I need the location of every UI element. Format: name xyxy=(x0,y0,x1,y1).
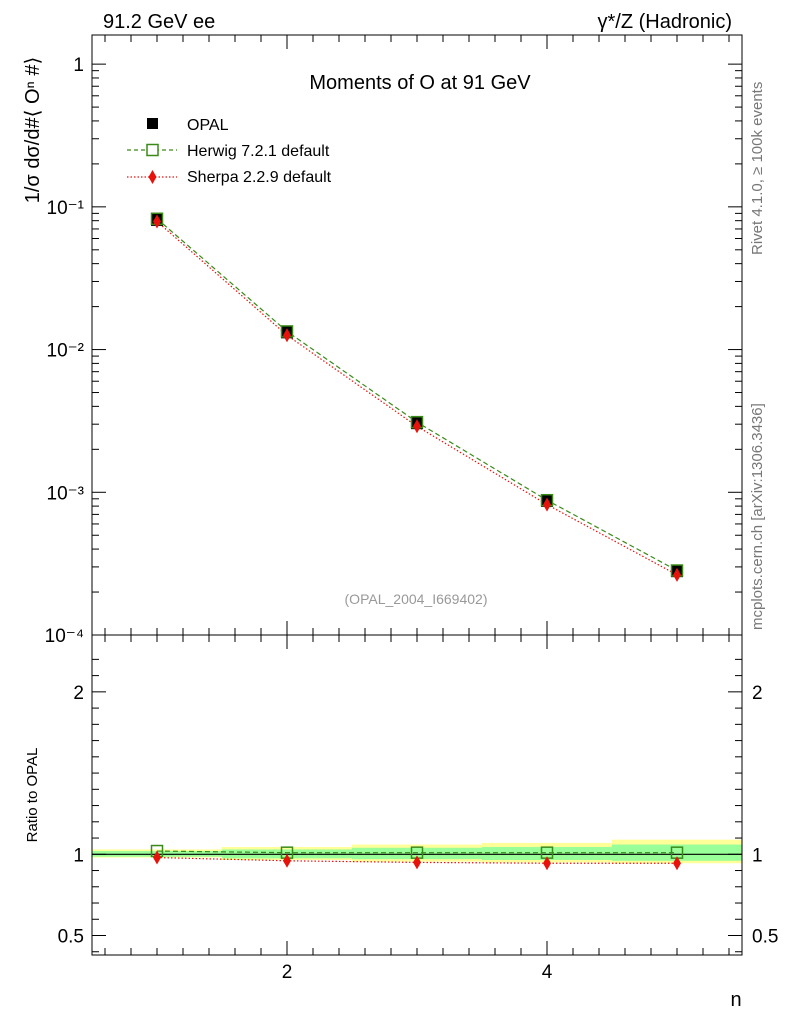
legend-marker-opal xyxy=(147,118,158,129)
ratio-point-sherpa-n1 xyxy=(153,850,161,865)
main-ytick-label: 10⁻⁴ xyxy=(45,626,84,647)
legend-marker-herwig xyxy=(146,143,159,157)
legend-label-sherpa: Sherpa 2.2.9 default xyxy=(187,169,332,186)
xtick-label: 2 xyxy=(282,962,293,983)
header-left: 91.2 GeV ee xyxy=(103,11,215,33)
point-sherpa-n4 xyxy=(543,497,551,512)
main-ytick-label: 1 xyxy=(73,55,84,76)
ratio-ytick-label-left: 0.5 xyxy=(58,927,84,948)
main-ytick-label: 10⁻² xyxy=(47,341,85,362)
ratio-panel-frame xyxy=(91,634,743,956)
ratio-series xyxy=(150,844,684,871)
rivet-version-label: Rivet 4.1.0, ≥ 100k events xyxy=(749,82,766,255)
ratio-ytick-label-left: 2 xyxy=(73,683,84,704)
legend-label-herwig: Herwig 7.2.1 default xyxy=(187,143,330,160)
point-sherpa-n2 xyxy=(283,328,291,343)
chart-title: Moments of O at 91 GeV xyxy=(309,72,531,94)
analysis-watermark: (OPAL_2004_I669402) xyxy=(345,591,488,607)
point-sherpa-n3 xyxy=(413,419,421,434)
ratio-point-sherpa-n3 xyxy=(413,855,421,870)
legend-label-opal: OPAL xyxy=(187,117,229,134)
main-ytick-label: 10⁻¹ xyxy=(47,198,85,219)
point-sherpa-n1 xyxy=(153,214,161,229)
ratio-ytick-label-right: 0.5 xyxy=(752,927,778,948)
legend-item-herwig: Herwig 7.2.1 default xyxy=(127,143,330,160)
ratio-ytick-label-right: 2 xyxy=(752,683,763,704)
ratio-ylabel: Ratio to OPAL xyxy=(24,748,41,843)
xtick-label: 4 xyxy=(542,962,553,983)
main-ylabel: 1/σ dσ/d#⟨ Oⁿ #⟩ xyxy=(22,57,44,204)
main-ytick-label: 10⁻³ xyxy=(47,483,85,504)
line-herwig xyxy=(156,218,678,572)
legend: OPAL Herwig 7.2.1 default Sherpa 2.2.9 d… xyxy=(127,117,332,186)
main-series xyxy=(150,212,684,582)
x-axis-label: n xyxy=(730,989,741,1011)
point-sherpa-n5 xyxy=(673,567,681,582)
legend-marker-sherpa xyxy=(148,170,157,184)
legend-item-opal: OPAL xyxy=(147,117,229,134)
line-sherpa xyxy=(156,221,678,576)
ratio-ytick-label-right: 1 xyxy=(752,845,763,866)
mcplots-reference-label: mcplots.cern.ch [arXiv:1306.3436] xyxy=(749,403,766,630)
ratio-point-sherpa-n2 xyxy=(283,853,291,868)
header-right: γ*/Z (Hadronic) xyxy=(598,11,732,33)
ratio-point-sherpa-n4 xyxy=(543,856,551,871)
legend-item-sherpa: Sherpa 2.2.9 default xyxy=(127,169,332,186)
ratio-ytick-label-left: 1 xyxy=(73,845,84,866)
band-inner-bin-3 xyxy=(352,847,482,860)
ratio-point-sherpa-n5 xyxy=(673,856,681,871)
band-inner-bin-4 xyxy=(482,846,612,860)
ratio-line-herwig xyxy=(156,850,677,854)
axes: 1 10⁻¹ 10⁻² 10⁻³ 10⁻⁴ 2 4 2 2 1 1 0.5 0.5 xyxy=(45,34,778,983)
